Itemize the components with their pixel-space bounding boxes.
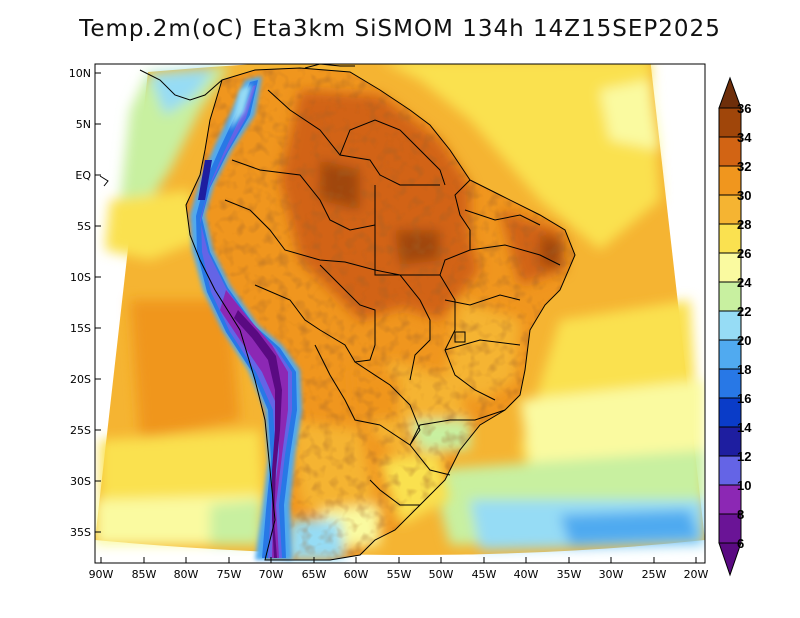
lon-label: 35W [557, 568, 582, 581]
map-frame [94, 63, 706, 564]
lon-label: 40W [514, 568, 539, 581]
lon-label: 65W [302, 568, 327, 581]
lat-label: 20S [70, 373, 91, 386]
lon-label: 50W [429, 568, 454, 581]
colorbar-label: 14 [737, 420, 752, 435]
colorbar-label: 8 [737, 507, 744, 522]
lon-label: 25W [642, 568, 667, 581]
longitude-axis [100, 557, 697, 563]
colorbar-label: 30 [737, 188, 751, 203]
lat-label: 25S [70, 424, 91, 437]
lon-label: 90W [89, 568, 114, 581]
colorbar-label: 12 [737, 449, 751, 464]
colorbar-label: 20 [737, 333, 751, 348]
map-title: Temp.2m(oC) Eta3km SiSMOM 134h 14Z15SEP2… [79, 16, 721, 42]
lon-label: 85W [132, 568, 157, 581]
colorbar-label: 32 [737, 159, 751, 174]
lon-label: 20W [684, 568, 709, 581]
colorbar-bottom-arrow [718, 542, 742, 577]
lat-label: 10N [69, 67, 91, 80]
lat-label: 35S [70, 526, 91, 539]
lon-label: 80W [174, 568, 199, 581]
lat-label: 10S [70, 271, 91, 284]
colorbar-label: 28 [737, 217, 751, 232]
longitude-labels: 90W 85W 80W 75W 70W 65W 60W 55W 50W 45W … [89, 568, 709, 581]
lon-label: 45W [472, 568, 497, 581]
colorbar-label: 36 [737, 101, 751, 116]
lat-label: 5S [77, 220, 91, 233]
colorbar-label: 10 [737, 478, 751, 493]
lon-label: 30W [599, 568, 624, 581]
ocean-temperature-zones [95, 64, 705, 550]
central-america-outline [99, 64, 355, 187]
lon-label: 55W [387, 568, 412, 581]
colorbar-label: 34 [737, 130, 752, 145]
colorbar: 36 34 32 30 28 26 24 22 20 18 16 14 12 1… [718, 76, 752, 577]
south-america-land [186, 68, 575, 560]
lon-label: 70W [259, 568, 284, 581]
lat-label: EQ [75, 169, 91, 182]
colorbar-label: 16 [737, 391, 751, 406]
latitude-axis [95, 72, 101, 533]
lat-label: 15S [70, 322, 91, 335]
lat-label: 5N [76, 118, 91, 131]
colorbar-label: 26 [737, 246, 751, 261]
lat-label: 30S [70, 475, 91, 488]
lon-label: 60W [344, 568, 369, 581]
colorbar-label: 18 [737, 362, 751, 377]
latitude-labels: 10N 5N EQ 5S 10S 15S 20S 25S 30S 35S [69, 67, 92, 539]
country-borders [185, 67, 576, 561]
colorbar-label: 6 [737, 536, 744, 551]
temperature-field [95, 64, 705, 561]
lon-label: 75W [217, 568, 242, 581]
colorbar-label: 24 [737, 275, 752, 290]
colorbar-label: 22 [737, 304, 751, 319]
andes-cold-belt [190, 76, 302, 560]
